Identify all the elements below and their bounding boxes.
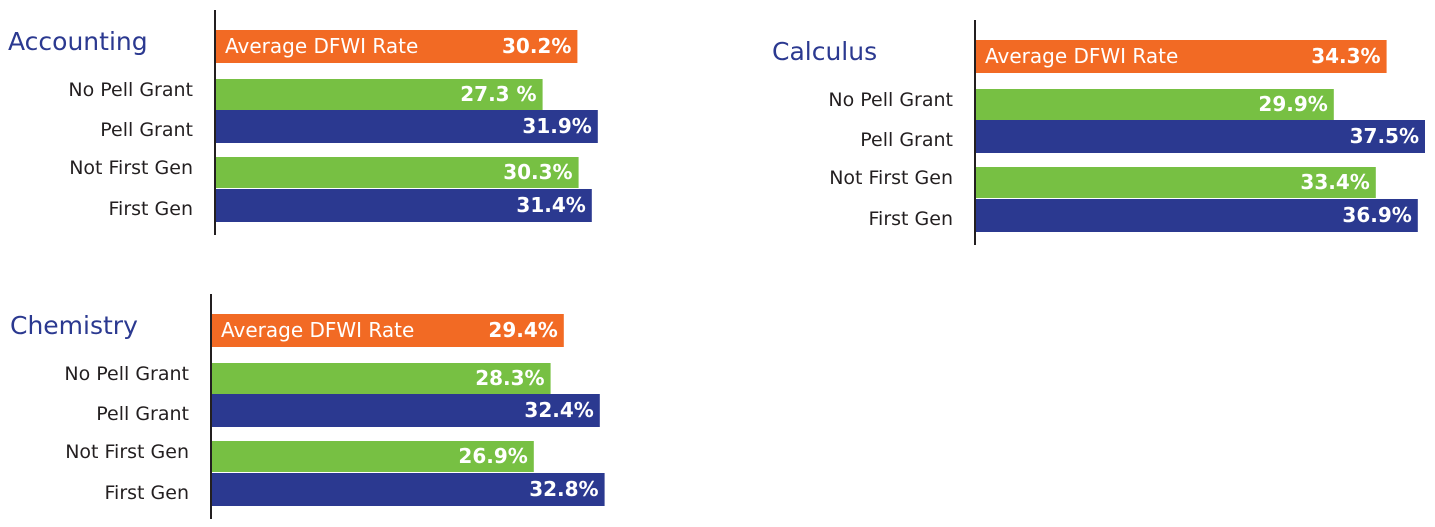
- bar: [215, 79, 543, 110]
- bar: [215, 30, 578, 63]
- value-label: 32.4%: [524, 398, 593, 422]
- bar: [215, 189, 592, 222]
- bar: [975, 89, 1334, 120]
- category-label: No Pell Grant: [68, 79, 193, 101]
- bar: [975, 40, 1387, 73]
- value-label: 33.4%: [1300, 170, 1369, 194]
- category-label: Average DFWI Rate: [985, 44, 1178, 68]
- bar: [975, 120, 1425, 153]
- bar: [215, 110, 598, 143]
- category-label: Pell Grant: [96, 403, 189, 425]
- value-label: 27.3 %: [460, 82, 536, 106]
- value-label: 30.3%: [503, 160, 572, 184]
- value-label: 31.4%: [516, 193, 585, 217]
- value-label: 29.9%: [1258, 92, 1327, 116]
- value-label: 30.2%: [502, 34, 571, 58]
- bar: [211, 441, 534, 472]
- chart-title: Calculus: [772, 37, 877, 66]
- category-label: First Gen: [105, 482, 189, 504]
- chart-title: Chemistry: [10, 311, 138, 340]
- category-label: Pell Grant: [860, 129, 953, 151]
- bar: [211, 473, 605, 506]
- category-label: No Pell Grant: [828, 89, 953, 111]
- category-label: Average DFWI Rate: [225, 34, 418, 58]
- bar: [211, 314, 564, 347]
- value-label: 26.9%: [458, 444, 527, 468]
- bar: [211, 363, 551, 394]
- value-label: 32.8%: [529, 477, 598, 501]
- value-label: 36.9%: [1342, 203, 1411, 227]
- bar: [975, 199, 1418, 232]
- bar: [215, 157, 579, 188]
- category-label: Pell Grant: [100, 119, 193, 141]
- value-label: 28.3%: [475, 366, 544, 390]
- category-label: Not First Gen: [65, 441, 189, 463]
- bar: [211, 394, 600, 427]
- category-label: Average DFWI Rate: [221, 318, 414, 342]
- category-label: First Gen: [109, 198, 193, 220]
- category-label: Not First Gen: [69, 157, 193, 179]
- category-label: First Gen: [869, 208, 953, 230]
- value-label: 34.3%: [1311, 44, 1380, 68]
- bar: [975, 167, 1376, 198]
- chart-title: Accounting: [8, 27, 148, 56]
- value-label: 31.9%: [522, 114, 591, 138]
- category-label: Not First Gen: [829, 167, 953, 189]
- value-label: 37.5%: [1350, 124, 1419, 148]
- category-label: No Pell Grant: [64, 363, 189, 385]
- value-label: 29.4%: [488, 318, 557, 342]
